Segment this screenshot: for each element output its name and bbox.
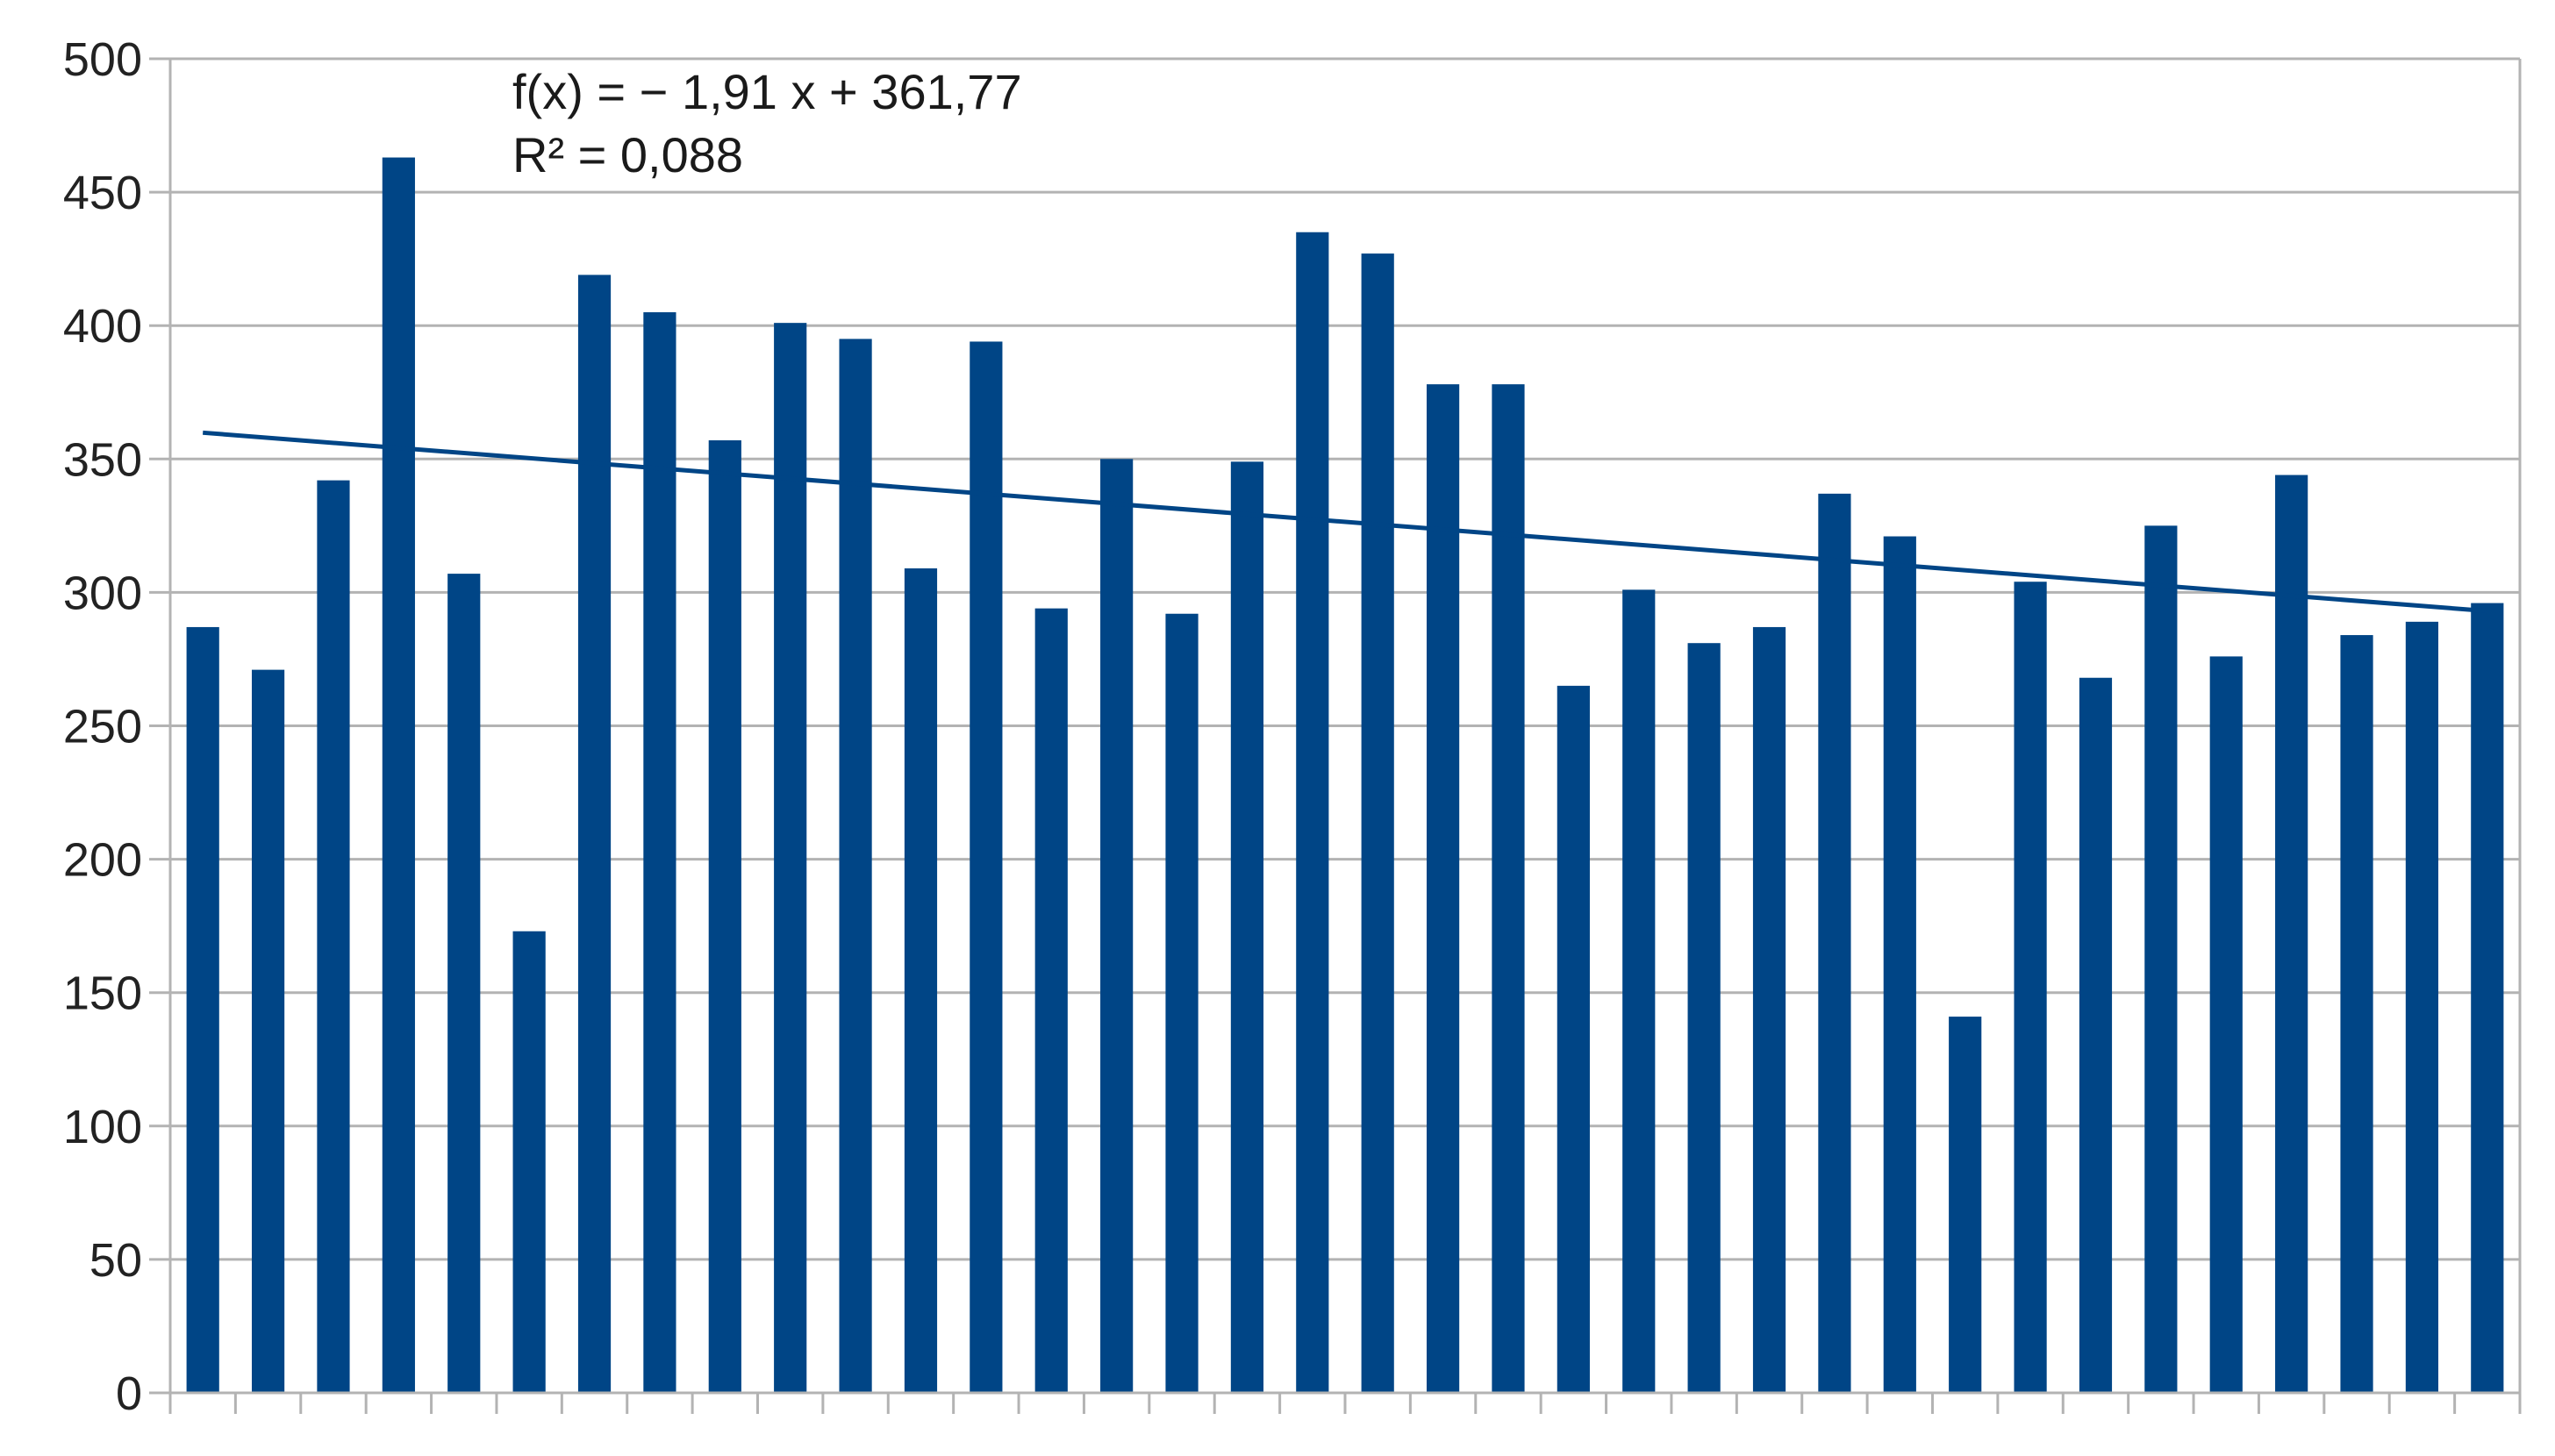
- bar: [708, 440, 741, 1394]
- bar: [1492, 384, 1525, 1393]
- y-tick-label: 250: [63, 701, 142, 753]
- bar: [512, 931, 546, 1393]
- y-tick-label: 300: [63, 567, 142, 619]
- bar: [2079, 677, 2113, 1393]
- bar: [2209, 656, 2243, 1393]
- y-tick-label: 200: [63, 834, 142, 887]
- bar: [1687, 643, 1721, 1393]
- bar: [1818, 493, 1851, 1394]
- bar: [1883, 536, 1916, 1393]
- bars: [186, 157, 2504, 1394]
- bar: [2275, 475, 2308, 1393]
- bar: [2405, 621, 2439, 1393]
- y-tick-label: 350: [63, 433, 142, 486]
- bar: [1752, 626, 1786, 1393]
- gridlines: [170, 57, 2520, 1395]
- y-tick-label: 500: [63, 33, 142, 86]
- bar: [2144, 525, 2178, 1393]
- axes: [149, 57, 2522, 1414]
- y-tick-label: 50: [89, 1234, 142, 1287]
- y-tick-label: 100: [63, 1101, 142, 1153]
- tick-labels: 0 50 100 150 200 250 300 350 400 450 500: [63, 33, 142, 1420]
- y-tick-label: 0: [116, 1367, 142, 1420]
- bar: [447, 574, 481, 1393]
- bar: [577, 275, 612, 1394]
- bar: [1165, 613, 1199, 1393]
- bar: [1034, 608, 1068, 1393]
- bar: [2340, 635, 2373, 1393]
- bar: [774, 323, 807, 1394]
- trendline: [202, 430, 2488, 614]
- y-tick-label: 400: [63, 300, 142, 353]
- bar: [1296, 232, 1329, 1394]
- bar: [643, 311, 676, 1393]
- bar: [1949, 1017, 1982, 1393]
- bar: [1361, 253, 1394, 1393]
- bar: [317, 480, 350, 1393]
- bar: [1557, 685, 1590, 1393]
- trendline-r-squared: R² = 0,088: [512, 127, 743, 182]
- y-tick-label: 150: [63, 967, 142, 1020]
- bar: [186, 626, 219, 1393]
- bar: [839, 339, 872, 1393]
- bar: [2014, 582, 2047, 1393]
- bar: [1426, 384, 1460, 1393]
- bar: [1230, 461, 1264, 1393]
- bar: [1100, 459, 1134, 1393]
- trendline-equation: f(x) = − 1,91 x + 361,77: [512, 64, 1022, 119]
- bar: [2471, 603, 2504, 1393]
- trendline-group: [202, 430, 2488, 614]
- bar: [1622, 589, 1656, 1393]
- bar: [970, 341, 1003, 1393]
- bar: [251, 669, 285, 1393]
- bar: [904, 568, 938, 1393]
- y-tick-label: 450: [63, 167, 142, 219]
- bar: [382, 157, 415, 1394]
